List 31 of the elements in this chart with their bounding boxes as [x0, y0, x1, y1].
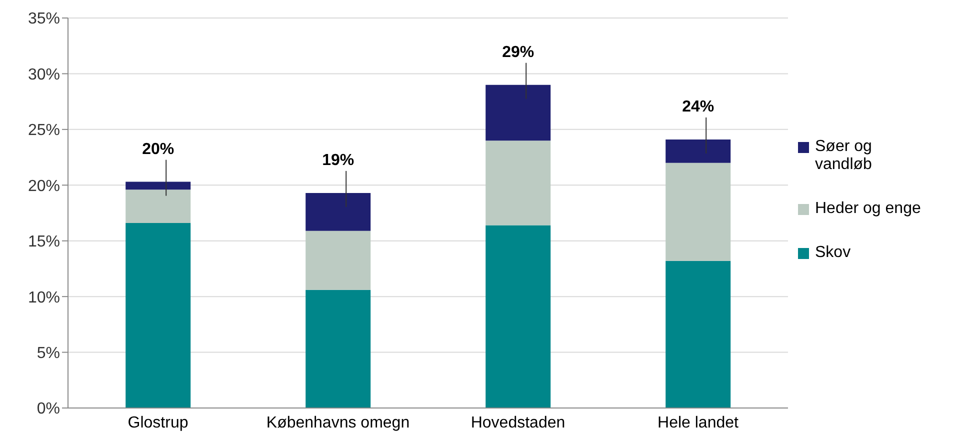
total-label: 19% [322, 152, 354, 169]
bar [486, 140, 551, 226]
bar [306, 192, 371, 231]
bar [666, 139, 731, 163]
y-tick-label: 30% [28, 66, 60, 84]
bar [126, 190, 191, 224]
legend-label: Skov [815, 244, 852, 262]
y-tick-label: 25% [28, 122, 60, 140]
bar [306, 290, 371, 408]
bar [666, 260, 731, 408]
y-tick-label: 10% [28, 289, 60, 306]
x-tick-label: Københavns omegn [266, 414, 410, 432]
x-tick-label: Hele landet [658, 414, 740, 432]
total-label: 29% [502, 44, 534, 61]
y-tick-label: 15% [28, 234, 60, 251]
y-tick-label: 20% [28, 178, 60, 195]
bar [486, 225, 551, 408]
y-tick-label: 0% [36, 400, 60, 418]
bar [126, 182, 191, 190]
bar [486, 84, 551, 141]
bar [126, 223, 191, 408]
legend-label: Søer og vandløb [815, 138, 873, 174]
bar [306, 230, 371, 290]
y-tick-label: 5% [36, 344, 60, 362]
total-label: 20% [142, 140, 174, 158]
bar [666, 162, 731, 261]
y-tick-label: 35% [28, 10, 60, 28]
legend-label: Heder og enge [815, 200, 922, 218]
x-tick-label: Hovedstaden [470, 414, 566, 432]
x-tick-label: Glostrup [128, 414, 188, 432]
total-label: 24% [682, 98, 714, 116]
